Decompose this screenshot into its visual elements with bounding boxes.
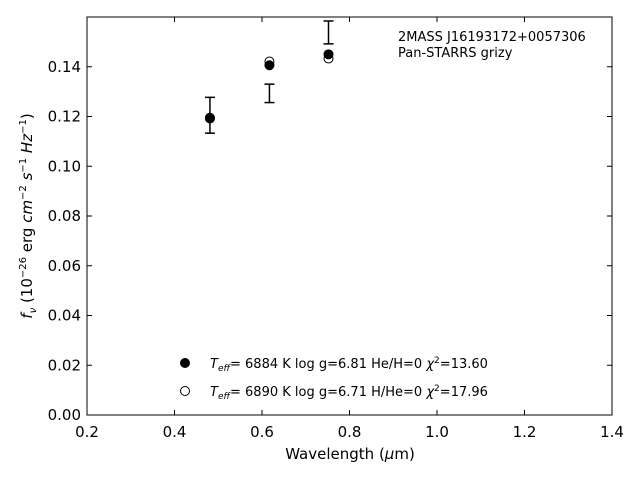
legend-marker-open bbox=[180, 386, 190, 396]
annotation-line-2: Pan-STARRS grizy bbox=[398, 46, 513, 61]
x-tick-label: 0.6 bbox=[250, 423, 274, 441]
observed-errorbars bbox=[204, 20, 334, 134]
x-axis-label: Wavelength (μm) bbox=[285, 445, 415, 463]
x-tick-label: 0.8 bbox=[338, 423, 362, 441]
x-tick-label: 0.4 bbox=[163, 423, 187, 441]
data-point-filled bbox=[323, 49, 334, 60]
data-point-filled bbox=[264, 60, 275, 71]
data-point-filled bbox=[204, 113, 215, 124]
legend-marker-filled bbox=[180, 358, 190, 368]
x-tick-label: 1.0 bbox=[425, 423, 449, 441]
y-tick-label: 0.10 bbox=[48, 157, 81, 175]
legend-entry-2: Teff= 6890 K log g=6.71 H/He=0 χ2=17.96 bbox=[210, 384, 488, 402]
model-points bbox=[204, 49, 334, 124]
y-tick-label: 0.00 bbox=[48, 406, 81, 424]
x-tick-label: 1.2 bbox=[513, 423, 537, 441]
y-tick-label: 0.06 bbox=[48, 257, 81, 275]
x-tick-label: 0.2 bbox=[75, 423, 99, 441]
legend: Teff= 6884 K log g=6.81 He/H=0 χ2=13.60 … bbox=[180, 356, 488, 402]
axis-ticks: 0.2 0.4 0.6 0.8 1.0 1.2 1.4 0.00 0.02 0.04 0.06 0.0… bbox=[48, 17, 624, 441]
x-tick-label: 1.4 bbox=[600, 423, 624, 441]
legend-entry-1: Teff= 6884 K log g=6.81 He/H=0 χ2=13.60 bbox=[210, 356, 488, 374]
annotation-line-1: 2MASS J16193172+0057306 bbox=[398, 30, 586, 45]
y-tick-label: 0.14 bbox=[48, 58, 81, 76]
y-axis-label: fν (10−26 erg cm−2 s−1 Hz−1) bbox=[18, 113, 39, 318]
y-tick-label: 0.12 bbox=[48, 108, 81, 126]
plot-frame bbox=[86, 16, 613, 416]
y-tick-label: 0.04 bbox=[48, 307, 81, 325]
y-tick-label: 0.02 bbox=[48, 356, 81, 374]
y-tick-label: 0.08 bbox=[48, 207, 81, 225]
